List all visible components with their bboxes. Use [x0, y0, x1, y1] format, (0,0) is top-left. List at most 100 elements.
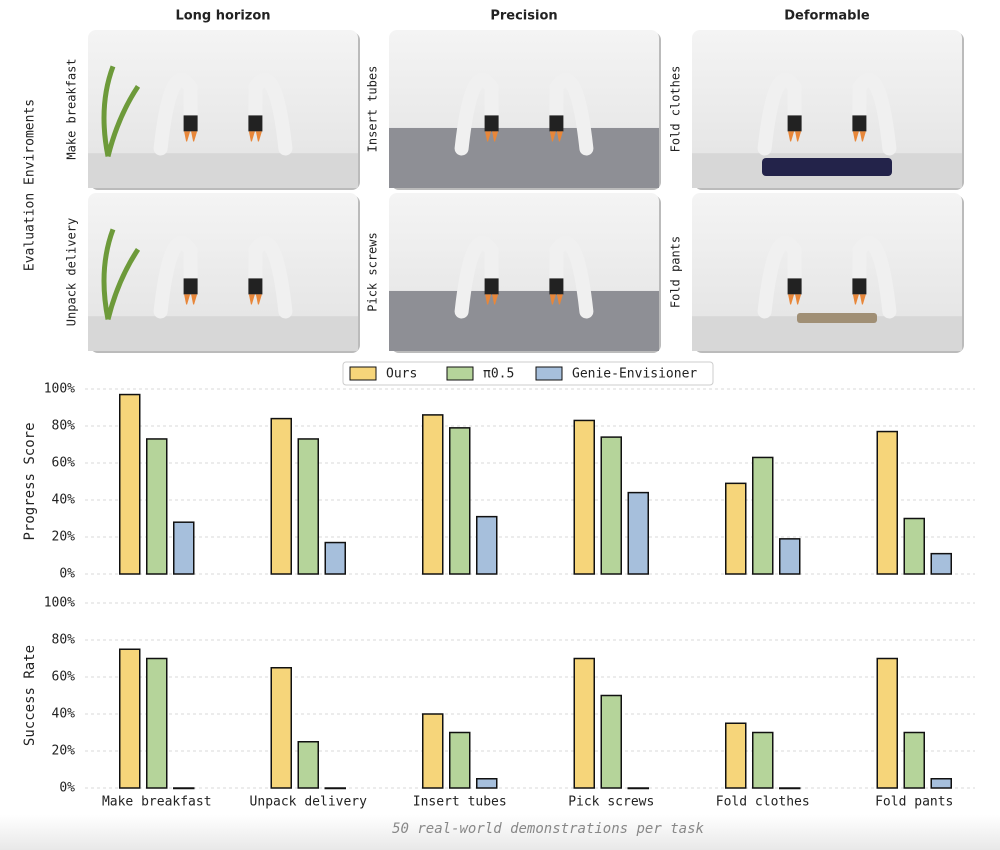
legend-label: Ours: [386, 367, 417, 382]
legend: Ours π0.5 Genie-Envisioner: [342, 361, 714, 386]
y-tick-label: 0%: [59, 567, 75, 582]
y-tick-label: 80%: [52, 633, 76, 648]
photo: [692, 30, 964, 190]
y-tick-label: 40%: [52, 707, 76, 722]
robot-arm: [852, 236, 897, 319]
finger: [852, 294, 866, 305]
photo: [389, 30, 661, 190]
photo: [88, 193, 360, 353]
bar: [903, 517, 925, 575]
y-axis-label: Success Rate: [22, 645, 38, 746]
bar: [146, 438, 168, 575]
x-tick-label: Fold clothes: [716, 795, 810, 810]
plant: [101, 65, 141, 158]
legend-swatch: [535, 366, 563, 381]
photo: [692, 193, 964, 353]
legend-label: Genie-Envisioner: [572, 367, 697, 382]
finger: [788, 294, 802, 305]
robot-arm: [248, 236, 293, 319]
table: [88, 316, 358, 351]
y-tick-label: 40%: [52, 493, 76, 508]
column-title: Precision: [490, 9, 557, 24]
bar: [449, 731, 471, 789]
bar: [779, 787, 801, 790]
y-tick-label: 100%: [44, 596, 75, 611]
bar: [324, 541, 346, 575]
robot-arm: [757, 236, 802, 319]
bar: [725, 482, 747, 575]
side-label: Evaluation Enviroments: [23, 99, 38, 271]
bar: [752, 456, 774, 575]
bar: [422, 713, 444, 789]
legend-swatch: [349, 366, 377, 381]
robot-arm: [153, 236, 198, 319]
caption: 50 real-world demonstrations per task: [392, 821, 704, 837]
robot-arm: [549, 73, 594, 156]
y-tick-label: 60%: [52, 456, 76, 471]
legend-label: π0.5: [483, 367, 514, 382]
bar: [876, 430, 898, 575]
bar: [930, 778, 952, 789]
bar: [324, 787, 346, 790]
bar: [725, 722, 747, 789]
finger: [485, 131, 499, 142]
bar: [270, 667, 292, 789]
bar: [119, 648, 141, 789]
bar: [600, 694, 622, 789]
column-title: Long horizon: [175, 9, 270, 24]
task-label: Unpack delivery: [65, 218, 79, 326]
table: [389, 127, 659, 188]
footer-band: [0, 815, 1000, 850]
task-label: Fold pants: [669, 236, 683, 308]
bar: [146, 657, 168, 789]
y-tick-label: 100%: [44, 382, 75, 397]
gripper: [787, 115, 802, 132]
gripper: [549, 278, 564, 295]
bar: [779, 538, 801, 575]
x-tick-label: Pick screws: [568, 795, 654, 810]
finger: [788, 131, 802, 142]
gripper: [852, 115, 867, 132]
bar: [752, 731, 774, 789]
bar: [903, 731, 925, 789]
bar: [600, 436, 622, 575]
y-tick-label: 20%: [52, 530, 76, 545]
pants: [797, 313, 877, 323]
bar: [449, 427, 471, 575]
task-label: Fold clothes: [669, 66, 683, 153]
x-tick-label: Make breakfast: [102, 795, 212, 810]
finger: [485, 294, 499, 305]
cloth: [762, 158, 892, 176]
task-label: Pick screws: [366, 232, 380, 311]
finger: [549, 131, 563, 142]
gripper: [183, 278, 198, 295]
bar: [930, 552, 952, 575]
plant: [101, 228, 141, 321]
y-tick-label: 80%: [52, 419, 76, 434]
bar: [297, 741, 319, 789]
finger: [852, 131, 866, 142]
bar: [876, 657, 898, 789]
photo: [389, 193, 661, 353]
x-tick-label: Insert tubes: [413, 795, 507, 810]
bar: [422, 414, 444, 575]
bar: [297, 438, 319, 575]
finger: [248, 131, 262, 142]
gripper: [484, 278, 499, 295]
robot-arm: [153, 73, 198, 156]
y-axis-label: Progress Score: [22, 422, 38, 540]
gripper: [248, 115, 263, 132]
y-tick-label: 0%: [59, 781, 75, 796]
finger: [184, 131, 198, 142]
y-tick-label: 60%: [52, 670, 76, 685]
robot-arm: [549, 236, 594, 319]
gripper: [484, 115, 499, 132]
bar: [476, 515, 498, 575]
gripper: [183, 115, 198, 132]
robot-arm: [852, 73, 897, 156]
photo: [88, 30, 360, 190]
bar: [573, 657, 595, 789]
bar: [270, 417, 292, 575]
table: [389, 290, 659, 351]
